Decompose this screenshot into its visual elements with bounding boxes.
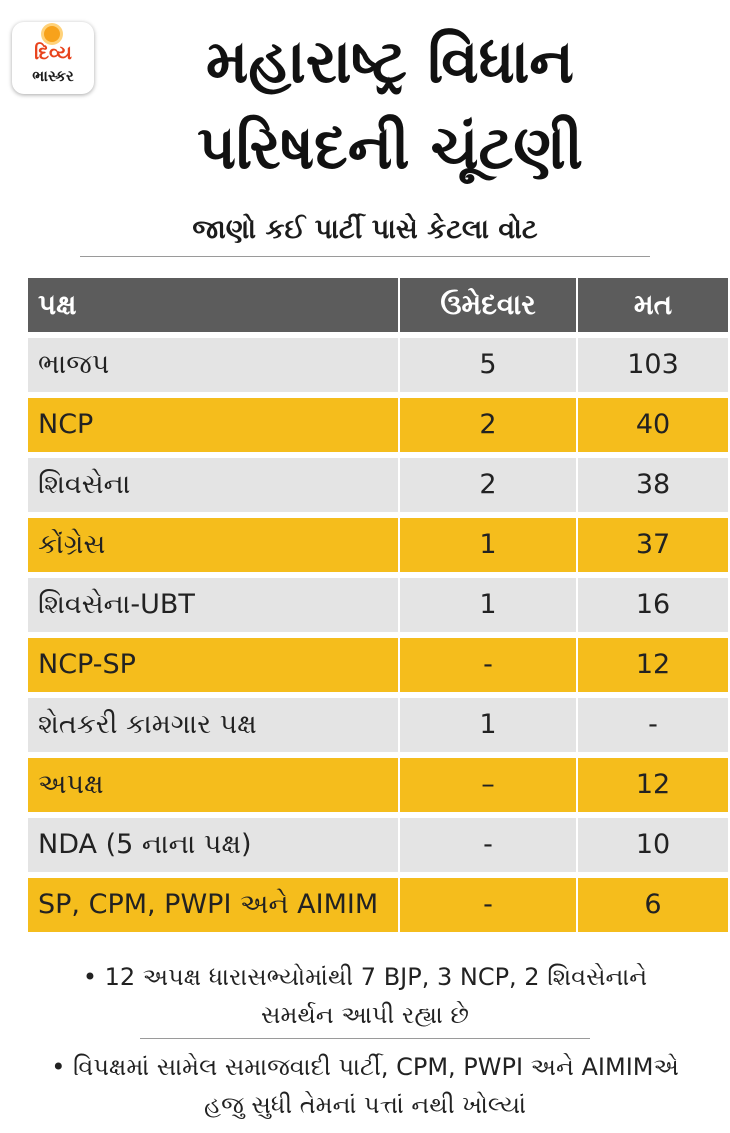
candidates-cell: 1 (400, 698, 576, 752)
footnote-line: હજુ સુધી તેમનાં પત્તાં નથી ખોલ્યાં (204, 1091, 526, 1119)
party-cell: ભાજપ (28, 338, 398, 392)
divider (80, 256, 650, 257)
party-cell: SP, CPM, PWPI અને AIMIM (28, 878, 398, 932)
votes-cell: 37 (578, 518, 728, 572)
candidates-cell: – (400, 758, 576, 812)
footnotes: • 12 અપક્ષ ધારાસભ્યોમાંથી 7 BJP, 3 NCP, … (20, 958, 710, 1124)
party-cell: શિવસેના-UBT (28, 578, 398, 632)
footnote-line: • 12 અપક્ષ ધારાસભ્યોમાંથી 7 BJP, 3 NCP, … (82, 963, 648, 991)
party-cell: NDA (5 નાના પક્ષ) (28, 818, 398, 872)
column-header-party: પક્ષ (28, 278, 398, 332)
footnote-line: • વિપક્ષમાં સામેલ સમાજવાદી પાર્ટી, CPM, … (51, 1053, 679, 1081)
table-row: શિવસેના 2 38 (28, 458, 728, 512)
party-cell: NCP (28, 398, 398, 452)
page-title-line2: પરિષદની ચૂંટણી (197, 113, 583, 183)
footnote-opposition: • વિપક્ષમાં સામેલ સમાજવાદી પાર્ટી, CPM, … (20, 1048, 710, 1124)
candidates-cell: 5 (400, 338, 576, 392)
logo-text-line2: ભાસ્કર (32, 67, 74, 85)
votes-cell: 12 (578, 758, 728, 812)
candidates-cell: - (400, 818, 576, 872)
votes-cell: 38 (578, 458, 728, 512)
candidates-cell: 1 (400, 518, 576, 572)
votes-cell: 12 (578, 638, 728, 692)
table-row: ભાજપ 5 103 (28, 338, 728, 392)
table-row: NCP 2 40 (28, 398, 728, 452)
party-cell: શિવસેના (28, 458, 398, 512)
page-subtitle: જાણો કઈ પાર્ટી પાસે કેટલા વોટ (192, 214, 538, 245)
votes-cell: - (578, 698, 728, 752)
party-cell: અપક્ષ (28, 758, 398, 812)
column-header-candidates: ઉમેદવાર (400, 278, 576, 332)
table-row: અપક્ષ – 12 (28, 758, 728, 812)
candidates-cell: - (400, 638, 576, 692)
votes-cell: 10 (578, 818, 728, 872)
footnote-line: સમર્થન આપી રહ્યા છે (261, 1001, 469, 1029)
column-header-votes: મત (578, 278, 728, 332)
table-header-row: પક્ષ ઉમેદવાર મત (28, 278, 728, 332)
candidates-cell: 2 (400, 458, 576, 512)
vote-table: પક્ષ ઉમેદવાર મત ભાજપ 5 103 NCP 2 40 શિવસ… (28, 278, 728, 938)
page-title-line1: મહારાષ્ટ્ર વિધાન (206, 27, 574, 97)
votes-cell: 16 (578, 578, 728, 632)
party-cell: કોંગ્રેસ (28, 518, 398, 572)
table-row: NDA (5 નાના પક્ષ) - 10 (28, 818, 728, 872)
party-cell: શેતકરી કામગાર પક્ષ (28, 698, 398, 752)
footnote-independents: • 12 અપક્ષ ધારાસભ્યોમાંથી 7 BJP, 3 NCP, … (20, 958, 710, 1034)
candidates-cell: 1 (400, 578, 576, 632)
table-row: કોંગ્રેસ 1 37 (28, 518, 728, 572)
sun-icon (44, 26, 60, 42)
votes-cell: 40 (578, 398, 728, 452)
table-row: શેતકરી કામગાર પક્ષ 1 - (28, 698, 728, 752)
table-row: શિવસેના-UBT 1 16 (28, 578, 728, 632)
table-row: SP, CPM, PWPI અને AIMIM - 6 (28, 878, 728, 932)
votes-cell: 6 (578, 878, 728, 932)
party-cell: NCP-SP (28, 638, 398, 692)
logo-text-line1: દિવ્ય (34, 42, 72, 64)
table-row: NCP-SP - 12 (28, 638, 728, 692)
divider (140, 1038, 590, 1039)
divya-bhaskar-logo: દિવ્ય ભાસ્કર (12, 22, 94, 94)
candidates-cell: 2 (400, 398, 576, 452)
votes-cell: 103 (578, 338, 728, 392)
candidates-cell: - (400, 878, 576, 932)
